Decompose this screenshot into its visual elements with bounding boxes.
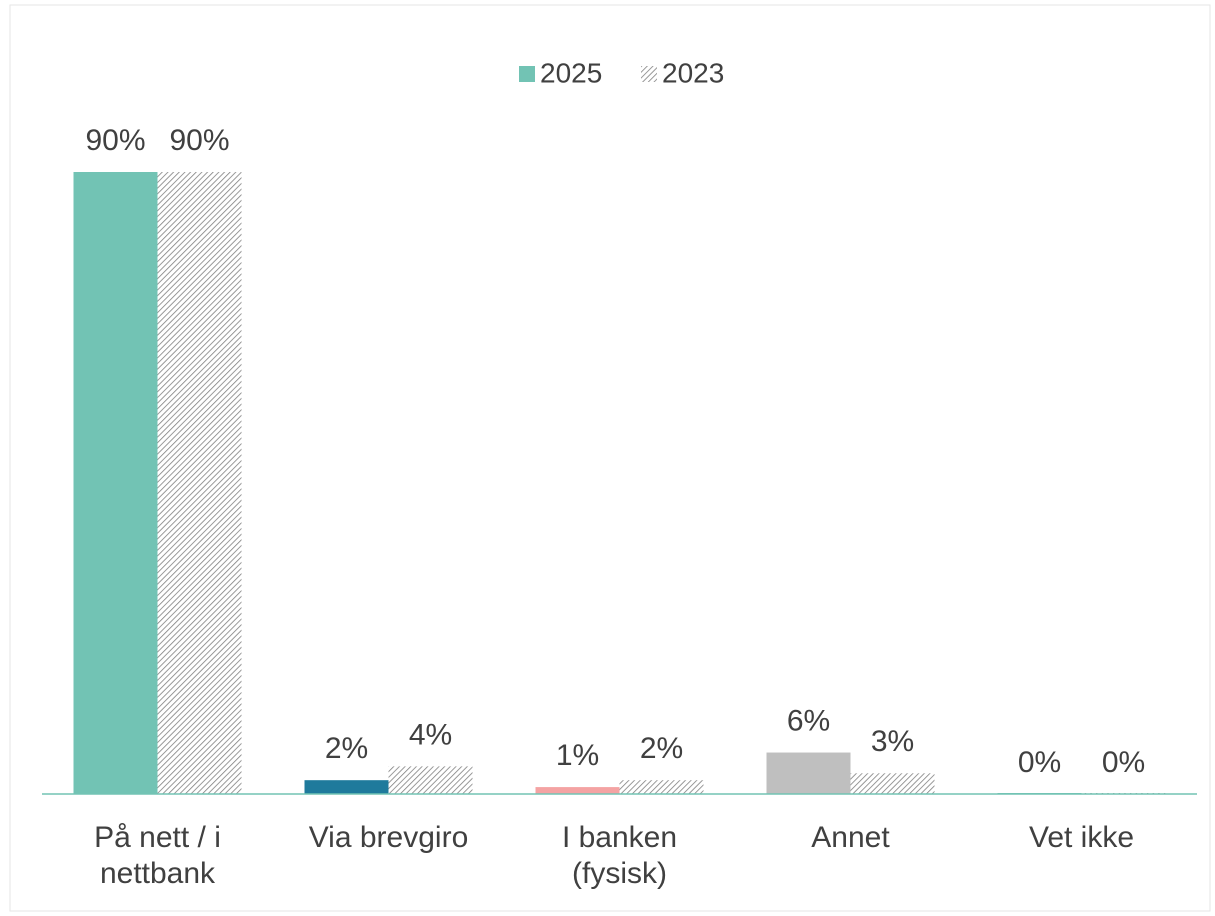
bar	[850, 773, 935, 794]
legend-label: 2023	[662, 57, 724, 88]
bar	[304, 780, 389, 794]
x-tick-label: Via brevgiro	[308, 821, 469, 854]
data-label: 2%	[325, 732, 368, 765]
data-label: 0%	[1018, 746, 1061, 779]
x-tick-label: I banken (fysisk)	[561, 821, 678, 890]
bar	[766, 752, 851, 794]
bar	[157, 172, 242, 794]
chart-border	[9, 4, 1211, 912]
bar	[535, 787, 620, 794]
legend-swatch	[519, 66, 535, 82]
data-label: 90%	[85, 124, 145, 157]
data-label: 3%	[871, 725, 914, 758]
data-label: 2%	[640, 732, 683, 765]
legend-label: 2025	[540, 57, 602, 88]
data-label: 90%	[169, 124, 229, 157]
data-label: 1%	[556, 739, 599, 772]
x-tick-label: Vet ikke	[1028, 821, 1135, 854]
data-label: 4%	[409, 718, 452, 751]
data-label: 0%	[1102, 746, 1145, 779]
x-tick-label: Annet	[811, 821, 890, 854]
bar	[73, 172, 158, 794]
bar	[619, 780, 704, 794]
legend-swatch	[641, 66, 657, 82]
data-label: 6%	[787, 704, 830, 737]
bar	[388, 766, 473, 794]
x-tick-label: På nett / i nettbank	[94, 821, 221, 890]
